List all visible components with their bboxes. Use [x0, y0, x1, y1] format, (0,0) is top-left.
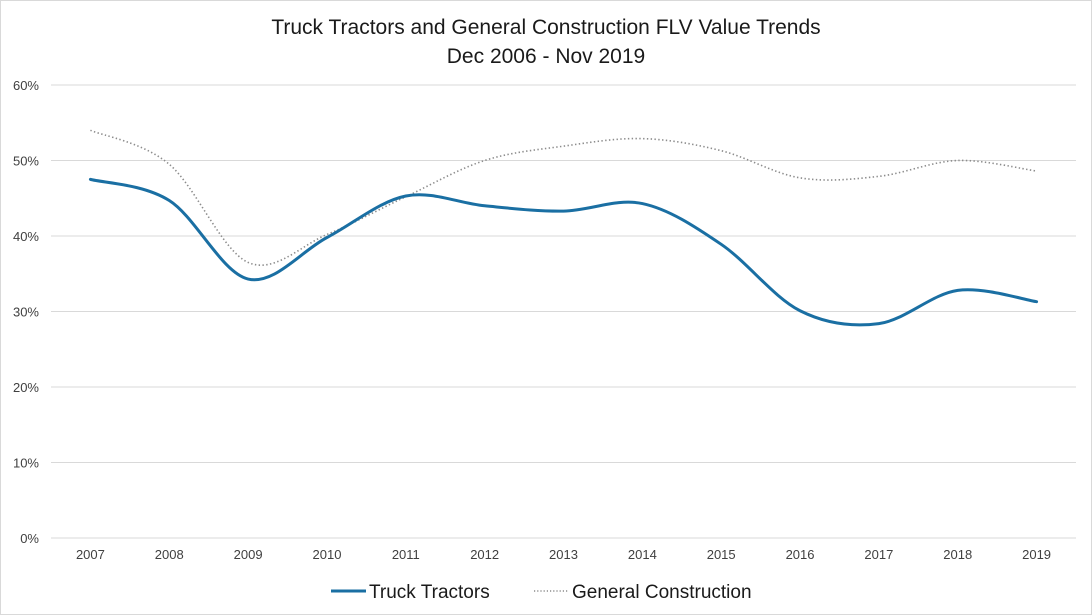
y-tick-label: 50% — [13, 154, 39, 169]
series-general-construction — [90, 129, 1037, 266]
chart-subtitle: Dec 2006 - Nov 2019 — [447, 45, 645, 68]
y-tick-label: 20% — [13, 380, 39, 395]
legend-label-general-construction: General Construction — [572, 582, 752, 603]
chart-title: Truck Tractors and General Construction … — [271, 16, 820, 39]
series-line — [90, 129, 1037, 266]
y-tick-label: 60% — [13, 78, 39, 93]
series-line — [88, 177, 1039, 327]
legend: Truck Tractors General Construction — [331, 582, 752, 603]
x-tick-label: 2009 — [234, 547, 263, 562]
x-tick-label: 2011 — [392, 547, 420, 562]
x-tick-label: 2008 — [155, 547, 184, 562]
y-tick-label: 30% — [13, 305, 39, 320]
series-truck-tractors — [88, 177, 1039, 327]
series-lines — [88, 129, 1039, 327]
x-tick-label: 2010 — [313, 547, 342, 562]
x-tick-label: 2019 — [1022, 547, 1051, 562]
x-tick-label: 2014 — [628, 547, 657, 562]
x-tick-label: 2007 — [76, 547, 105, 562]
x-tick-label: 2016 — [786, 547, 815, 562]
x-tick-label: 2015 — [707, 547, 736, 562]
x-tick-label: 2012 — [470, 547, 499, 562]
x-tick-label: 2013 — [549, 547, 578, 562]
y-tick-label: 40% — [13, 229, 39, 244]
y-axis: 0% 10% 20% 30% 40% 50% 60% — [13, 78, 39, 546]
x-tick-label: 2018 — [943, 547, 972, 562]
legend-label-truck-tractors: Truck Tractors — [369, 582, 490, 603]
x-axis: 2007 2008 2009 2010 2011 2012 2013 2014 2015 2016… — [76, 547, 1051, 562]
x-tick-label: 2017 — [864, 547, 893, 562]
y-tick-label: 0% — [20, 531, 39, 546]
gridlines — [51, 84, 1076, 539]
y-tick-label: 10% — [13, 456, 39, 471]
